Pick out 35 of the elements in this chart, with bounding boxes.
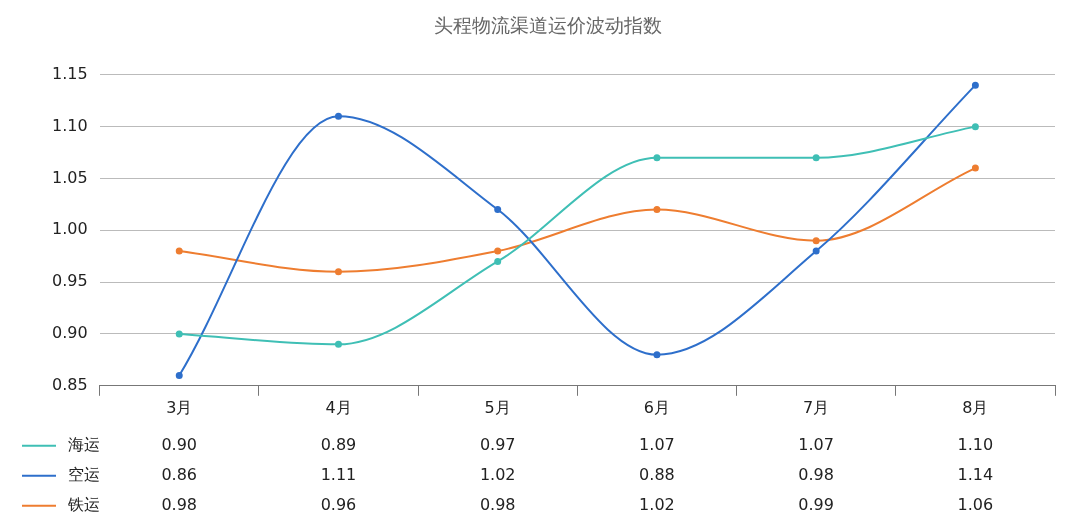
- data-label: 0.99: [798, 494, 834, 514]
- y-tick-label: 1.15: [52, 63, 88, 83]
- data-label: 0.98: [161, 494, 198, 514]
- data-label: 0.88: [639, 464, 675, 484]
- x-tick-label: 8月: [962, 397, 989, 417]
- y-tick-label: 0.95: [52, 271, 88, 291]
- y-tick-label: 1.05: [52, 167, 88, 187]
- data-label: 1.06: [957, 494, 994, 514]
- chart-title: 头程物流渠道运价波动指数: [433, 14, 662, 37]
- data-label: 0.96: [320, 494, 357, 514]
- data-label: 1.14: [957, 464, 994, 484]
- y-tick-label: 1.00: [52, 219, 88, 239]
- data-label: 1.11: [320, 464, 357, 484]
- data-label: 0.98: [479, 494, 516, 514]
- data-label: 1.07: [639, 434, 675, 454]
- legend-label: 海运: [68, 434, 100, 454]
- data-label: 0.89: [320, 434, 357, 454]
- data-label: 1.10: [957, 434, 994, 454]
- data-label: 1.02: [479, 464, 516, 484]
- x-tick-label: 3月: [166, 397, 193, 417]
- data-label: 1.07: [798, 434, 834, 454]
- x-tick-label: 6月: [643, 397, 671, 417]
- x-tick-label: 5月: [484, 397, 511, 417]
- y-tick-label: 0.90: [52, 323, 88, 343]
- data-label: 0.90: [161, 434, 198, 454]
- data-label: 1.02: [639, 494, 675, 514]
- data-label: 0.97: [479, 434, 516, 454]
- data-label: 0.86: [161, 464, 198, 484]
- x-tick-label: 7月: [803, 397, 830, 417]
- legend-label: 铁运: [67, 494, 100, 514]
- legend-label: 空运: [68, 464, 100, 484]
- y-tick-label: 1.10: [52, 115, 88, 135]
- x-tick-label: 4月: [325, 397, 352, 417]
- data-label: 0.98: [798, 464, 834, 484]
- y-tick-label: 0.85: [52, 374, 88, 394]
